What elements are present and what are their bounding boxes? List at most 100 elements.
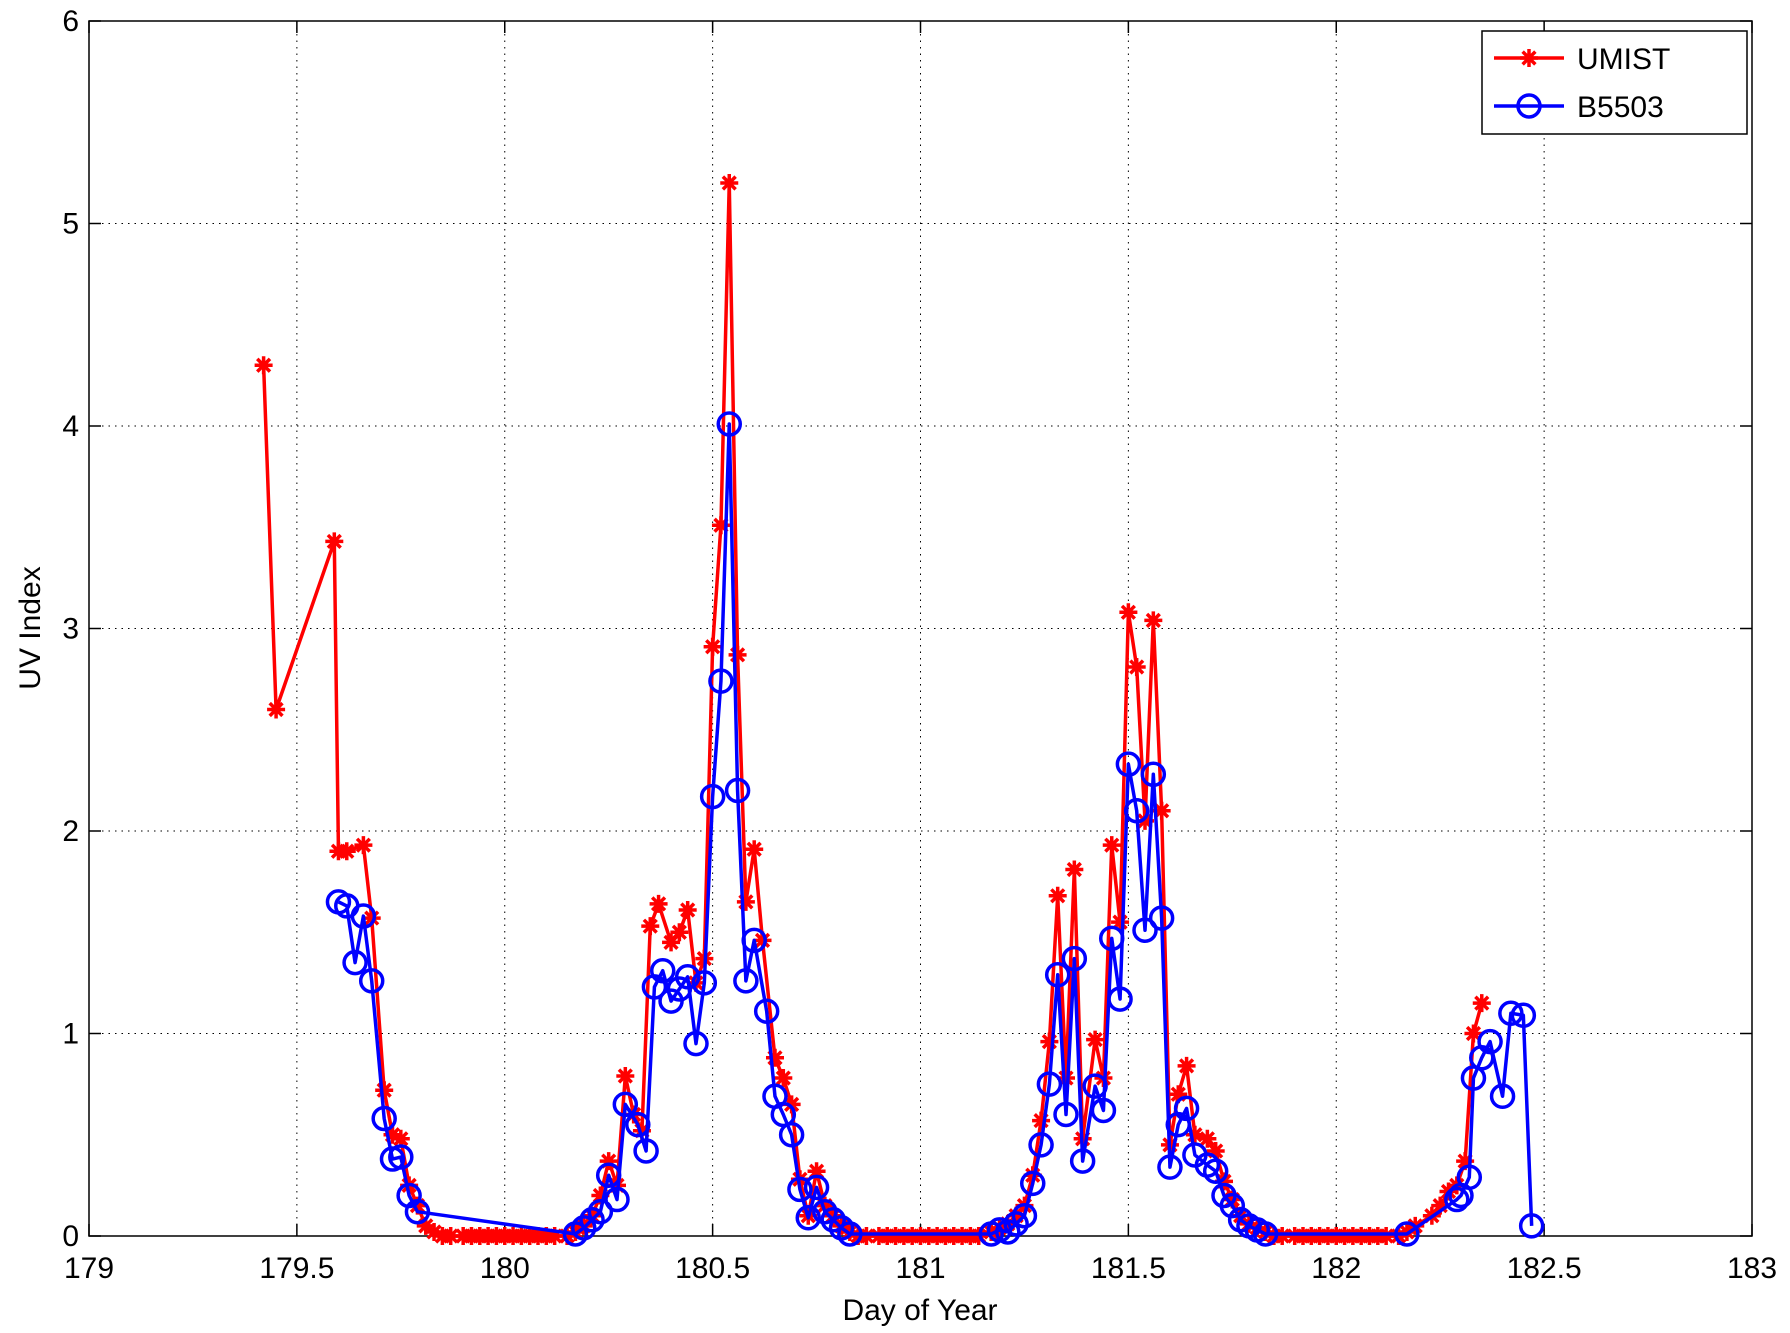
marker: [1123, 798, 1150, 824]
marker: [1377, 1227, 1396, 1245]
marker: [1136, 811, 1155, 830]
marker: [995, 1219, 1021, 1245]
y-tick-label: 3: [62, 613, 79, 646]
marker: [612, 1091, 639, 1118]
marker: [545, 1227, 564, 1245]
marker: [1090, 1097, 1117, 1124]
marker: [1472, 994, 1491, 1013]
marker: [337, 842, 356, 861]
marker: [1185, 1125, 1204, 1144]
marker: [1144, 611, 1163, 630]
marker: [1098, 925, 1125, 952]
marker: [1032, 1111, 1051, 1130]
legend-label: B5503: [1577, 91, 1664, 124]
x-tick-label: 181.5: [1091, 1252, 1166, 1285]
marker: [1256, 1222, 1275, 1241]
marker: [753, 931, 772, 950]
marker: [1173, 1095, 1200, 1122]
marker: [1053, 1101, 1079, 1128]
marker: [703, 637, 722, 656]
y-tick-label: 1: [62, 1018, 79, 1051]
marker: [350, 903, 377, 929]
marker: [1011, 1203, 1038, 1229]
marker: [267, 700, 286, 719]
marker: [1394, 1221, 1420, 1247]
marker: [716, 411, 743, 437]
marker: [1198, 1129, 1217, 1148]
marker: [1040, 1032, 1059, 1051]
x-axis-label: Day of Year: [842, 1294, 997, 1327]
marker: [982, 1222, 1001, 1241]
marker: [720, 174, 739, 192]
marker: [604, 1186, 630, 1213]
marker: [1157, 1154, 1183, 1180]
x-tick-label: 179.5: [259, 1252, 334, 1285]
marker: [1003, 1211, 1029, 1237]
marker: [1202, 1158, 1229, 1184]
legend-marker: [1520, 49, 1538, 67]
marker: [778, 1122, 805, 1148]
marker: [362, 909, 381, 928]
x-tick-label: 181: [895, 1252, 945, 1285]
marker: [1169, 1085, 1188, 1104]
x-tick-label: 182.5: [1507, 1252, 1582, 1285]
y-tick-label: 4: [62, 410, 79, 443]
marker: [1007, 1206, 1026, 1225]
x-tick-label: 183: [1727, 1252, 1777, 1285]
marker: [803, 1174, 830, 1201]
marker: [815, 1196, 834, 1215]
marker: [591, 1186, 610, 1205]
marker: [670, 923, 689, 942]
marker: [1177, 1056, 1196, 1075]
marker: [807, 1162, 826, 1181]
marker: [1464, 1024, 1483, 1043]
marker: [583, 1206, 602, 1225]
marker: [625, 1111, 651, 1138]
marker: [1036, 1071, 1063, 1097]
marker: [1431, 1196, 1450, 1215]
marker: [1048, 886, 1067, 905]
marker: [325, 532, 344, 551]
marker: [1219, 1192, 1246, 1219]
marker: [570, 1215, 597, 1241]
marker: [383, 1125, 402, 1144]
y-axis-label: UV Index: [14, 566, 47, 689]
marker: [736, 892, 755, 911]
marker: [1044, 962, 1071, 988]
marker: [741, 927, 767, 954]
marker: [1111, 913, 1130, 932]
legend-label: UMIST: [1577, 43, 1670, 76]
marker: [787, 1176, 813, 1203]
marker: [1119, 603, 1138, 622]
legend-marker: [1516, 93, 1542, 119]
y-tick-label: 6: [62, 5, 79, 38]
marker: [1223, 1190, 1242, 1209]
marker: [1086, 1030, 1105, 1049]
marker: [616, 1067, 635, 1086]
marker: [711, 516, 730, 535]
marker: [837, 1221, 863, 1247]
marker: [632, 1121, 651, 1140]
marker: [633, 1138, 659, 1164]
marker: [1252, 1221, 1279, 1247]
marker: [1065, 860, 1084, 879]
marker: [1102, 836, 1121, 855]
marker: [857, 1227, 876, 1245]
marker: [662, 933, 681, 952]
marker: [1510, 1002, 1537, 1029]
marker: [641, 917, 660, 936]
marker: [1273, 1227, 1292, 1245]
marker: [1456, 1152, 1475, 1171]
marker: [404, 1198, 431, 1225]
marker: [649, 957, 676, 984]
marker: [441, 1227, 460, 1245]
marker: [765, 1048, 784, 1067]
marker: [416, 1216, 435, 1235]
marker: [595, 1162, 622, 1188]
marker: [1127, 657, 1146, 676]
marker: [1231, 1206, 1250, 1225]
marker: [1389, 1227, 1408, 1245]
marker: [587, 1198, 614, 1225]
